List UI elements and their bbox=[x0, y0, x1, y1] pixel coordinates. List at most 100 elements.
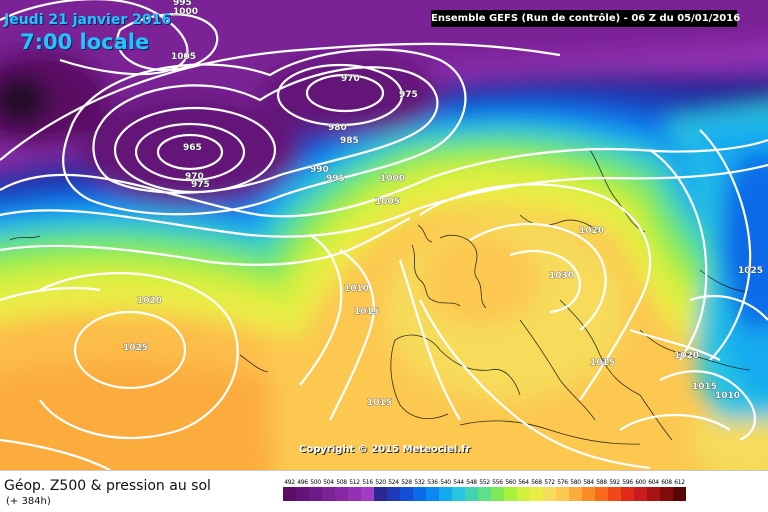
colorbar-step: 508 bbox=[335, 478, 348, 506]
colorbar-swatch bbox=[595, 487, 608, 501]
isobar-label: 1025 bbox=[123, 343, 148, 353]
isobar-label: 970 bbox=[341, 74, 360, 84]
colorbar-swatch bbox=[491, 487, 504, 501]
colorbar-swatch bbox=[569, 487, 582, 501]
isobar-label: 1015 bbox=[692, 382, 717, 392]
colorbar-label: 540 bbox=[440, 479, 451, 486]
colorbar-step: 552 bbox=[478, 478, 491, 506]
isobar-label: 995 bbox=[326, 174, 345, 184]
colorbar-step: 528 bbox=[400, 478, 413, 506]
isobar-label: 1015 bbox=[590, 358, 615, 368]
colorbar-swatch bbox=[387, 487, 400, 501]
colorbar-label: 608 bbox=[661, 479, 672, 486]
colorbar-step: 596 bbox=[621, 478, 634, 506]
colorbar-step: 580 bbox=[569, 478, 582, 506]
colorbar-step: 524 bbox=[387, 478, 400, 506]
colorbar-swatch bbox=[465, 487, 478, 501]
isobar-label: 1010 bbox=[344, 284, 369, 294]
colorbar-swatch bbox=[504, 487, 517, 501]
colorbar-label: 532 bbox=[414, 479, 425, 486]
colorbar-step: 572 bbox=[543, 478, 556, 506]
colorbar-swatch bbox=[283, 487, 296, 501]
colorbar-swatch bbox=[322, 487, 335, 501]
colorbar-step: 544 bbox=[452, 478, 465, 506]
isobar-label-group: 995 1000 1005 970 975 980 985 965 970 97… bbox=[123, 0, 764, 408]
colorbar-step: 520 bbox=[374, 478, 387, 506]
colorbar-step: 496 bbox=[296, 478, 309, 506]
colorbar-swatch bbox=[634, 487, 647, 501]
model-run-banner: Ensemble GEFS (Run de contrôle) - 06 Z d… bbox=[431, 10, 740, 27]
colorbar-step: 536 bbox=[426, 478, 439, 506]
legend-title: Géop. Z500 & pression au sol bbox=[4, 478, 211, 494]
colorbar-swatch bbox=[621, 487, 634, 501]
colorbar-label: 552 bbox=[479, 479, 490, 486]
colorbar-step: 556 bbox=[491, 478, 504, 506]
colorbar-swatch bbox=[530, 487, 543, 501]
colorbar-swatch bbox=[543, 487, 556, 501]
colorbar-label: 504 bbox=[323, 479, 334, 486]
colorbar-swatch bbox=[413, 487, 426, 501]
isobar-label: 1000 bbox=[380, 174, 405, 184]
isobar-lines bbox=[0, 0, 768, 470]
colorbar-label: 576 bbox=[557, 479, 568, 486]
colorbar-swatch bbox=[374, 487, 387, 501]
colorbar-label: 560 bbox=[505, 479, 516, 486]
isobar-label: 965 bbox=[183, 143, 202, 153]
isobar-label: 1015 bbox=[367, 398, 392, 408]
forecast-range: (+ 384h) bbox=[6, 496, 51, 507]
colorbar-label: 520 bbox=[375, 479, 386, 486]
colorbar-label: 600 bbox=[635, 479, 646, 486]
forecast-date: Jeudi 21 janvier 2016 bbox=[4, 12, 172, 28]
colorbar-step: 504 bbox=[322, 478, 335, 506]
colorbar-step: 564 bbox=[517, 478, 530, 506]
isobar-label: 985 bbox=[340, 136, 359, 146]
colorbar-step: 584 bbox=[582, 478, 595, 506]
colorbar-step: 500 bbox=[309, 478, 322, 506]
colorbar-step: 592 bbox=[608, 478, 621, 506]
colorbar-swatch bbox=[556, 487, 569, 501]
colorbar-label: 612 bbox=[674, 479, 685, 486]
colorbar-swatch bbox=[426, 487, 439, 501]
colorbar-step: 516 bbox=[361, 478, 374, 506]
geopotential-colorbar: 492 496 500 504 508 512 516 520 524 528 532 536 540 5… bbox=[283, 478, 686, 506]
colorbar-label: 580 bbox=[570, 479, 581, 486]
colorbar-label: 536 bbox=[427, 479, 438, 486]
forecast-time: 7:00 locale bbox=[20, 30, 150, 54]
colorbar-swatch bbox=[452, 487, 465, 501]
colorbar-swatch bbox=[478, 487, 491, 501]
colorbar-step: 576 bbox=[556, 478, 569, 506]
isobar-label: 1000 bbox=[173, 7, 198, 17]
isobar-label: 970 bbox=[185, 172, 204, 182]
colorbar-label: 500 bbox=[310, 479, 321, 486]
isobar-label: 1010 bbox=[715, 391, 740, 401]
colorbar-label: 584 bbox=[583, 479, 594, 486]
colorbar-swatch bbox=[673, 487, 686, 501]
colorbar-swatch bbox=[309, 487, 322, 501]
colorbar-step: 604 bbox=[647, 478, 660, 506]
colorbar-swatch bbox=[439, 487, 452, 501]
colorbar-swatch bbox=[400, 487, 413, 501]
colorbar-swatch bbox=[361, 487, 374, 501]
colorbar-label: 496 bbox=[297, 479, 308, 486]
colorbar-label: 492 bbox=[284, 479, 295, 486]
colorbar-label: 548 bbox=[466, 479, 477, 486]
colorbar-step: 492 bbox=[283, 478, 296, 506]
colorbar-swatch bbox=[296, 487, 309, 501]
colorbar-swatch bbox=[582, 487, 595, 501]
isobar-label: 1030 bbox=[549, 271, 574, 281]
isobar-label: 975 bbox=[399, 90, 418, 100]
isobar-label: 1005 bbox=[375, 197, 400, 207]
isobar-label: 1020 bbox=[674, 351, 699, 361]
colorbar-label: 508 bbox=[336, 479, 347, 486]
colorbar-step: 588 bbox=[595, 478, 608, 506]
colorbar-label: 596 bbox=[622, 479, 633, 486]
colorbar-step: 608 bbox=[660, 478, 673, 506]
isobar-label: 1020 bbox=[137, 296, 162, 306]
colorbar-swatch bbox=[517, 487, 530, 501]
isobar-label: 1005 bbox=[171, 52, 196, 62]
isobar-label: 1015 bbox=[354, 307, 379, 317]
colorbar-label: 592 bbox=[609, 479, 620, 486]
colorbar-step: 512 bbox=[348, 478, 361, 506]
colorbar-step: 560 bbox=[504, 478, 517, 506]
colorbar-label: 528 bbox=[401, 479, 412, 486]
